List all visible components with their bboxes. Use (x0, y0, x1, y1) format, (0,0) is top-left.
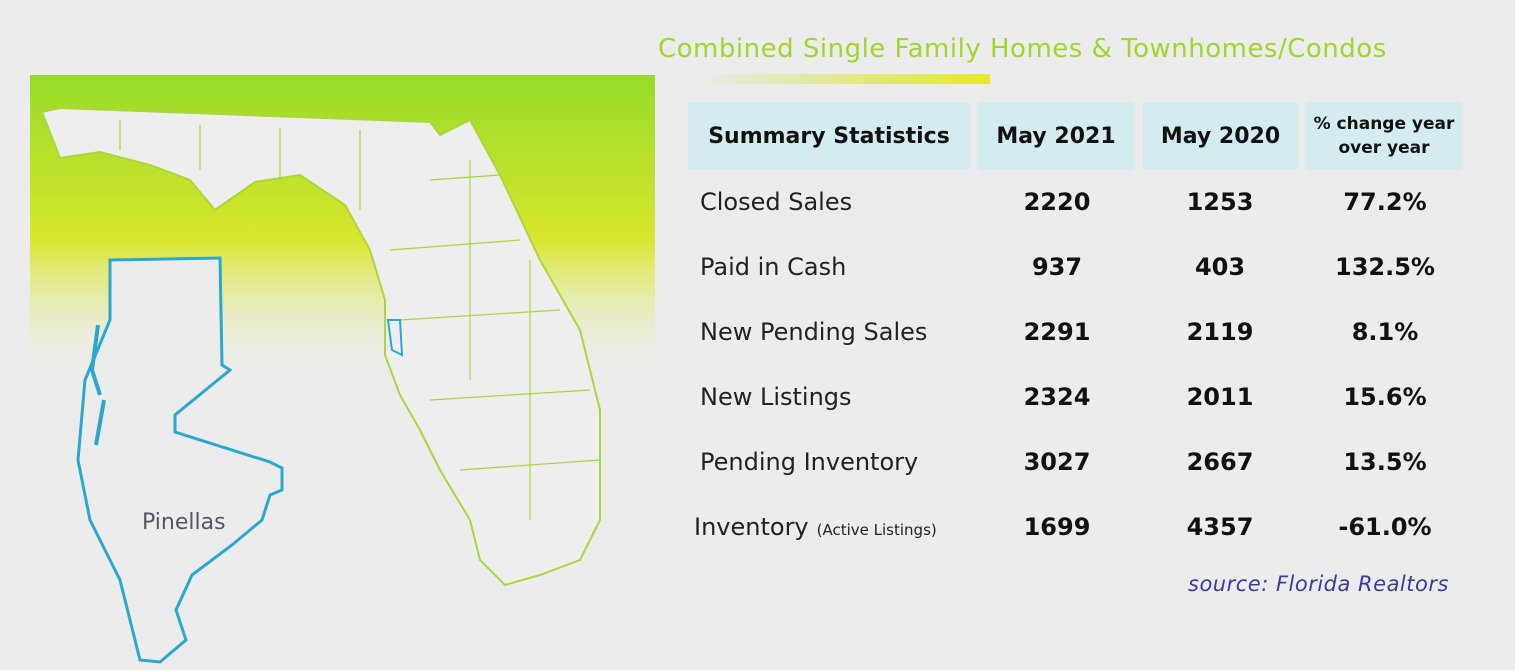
value-cell: 2220 (1023, 188, 1091, 216)
county-lines (119, 120, 601, 520)
value-cell: 13.5% (1343, 448, 1427, 476)
pinellas-marker (386, 319, 404, 357)
row-label-text: Paid in Cash (700, 253, 847, 281)
value-cell: 1253 (1186, 188, 1254, 216)
value-cell: 403 (1194, 253, 1246, 281)
header-cell: May 2020 (1143, 102, 1298, 170)
row-label-text: New Pending Sales (700, 318, 928, 346)
row-label-text: Inventory (694, 513, 809, 541)
header-cell: Summary Statistics (688, 102, 970, 170)
value-cell: 2119 (1186, 318, 1254, 346)
row-label-text: Closed Sales (700, 188, 853, 216)
value-cell: -61.0% (1338, 513, 1432, 541)
row-label-text: Pending Inventory (700, 448, 919, 476)
row-label-text: New Listings (700, 383, 852, 411)
header-cell: May 2021 (978, 102, 1134, 170)
value-cell: 2291 (1023, 318, 1091, 346)
source: source: Florida Realtors (1188, 572, 1449, 596)
value-cell: 132.5% (1335, 253, 1435, 281)
row-label: New Listings (700, 383, 852, 411)
row-label: Paid in Cash (700, 253, 846, 281)
pinellas-outline (76, 256, 284, 664)
row-label: Inventory (Active Listings) (694, 513, 937, 541)
row-label: New Pending Sales (700, 318, 927, 346)
value-cell: 4357 (1186, 513, 1254, 541)
title-underline (700, 74, 990, 84)
florida-map (40, 106, 601, 587)
row-label: Closed Sales (700, 188, 852, 216)
map-label: Pinellas (142, 510, 226, 535)
value-cell: 2667 (1186, 448, 1254, 476)
header-cell: % change year over year (1306, 102, 1462, 170)
title: Combined Single Family Homes & Townhomes… (658, 34, 1387, 64)
row-label: Pending Inventory (700, 448, 918, 476)
value-cell: 1699 (1023, 513, 1091, 541)
value-cell: 8.1% (1351, 318, 1419, 346)
barrier-islands (89, 324, 106, 446)
value-cell: 15.6% (1343, 383, 1427, 411)
value-cell: 2011 (1186, 383, 1254, 411)
value-cell: 937 (1031, 253, 1083, 281)
value-cell: 77.2% (1343, 188, 1427, 216)
value-cell: 3027 (1023, 448, 1091, 476)
value-cell: 2324 (1023, 383, 1091, 411)
row-label-note: (Active Listings) (816, 521, 937, 539)
